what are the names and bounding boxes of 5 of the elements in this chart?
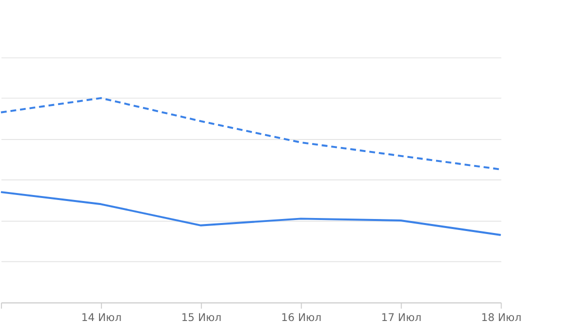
x-tick-label: 14 Июл (81, 312, 122, 324)
x-tick-label: 18 Июл (481, 312, 522, 324)
x-tick-label: 15 Июл (181, 312, 222, 324)
x-tick-label: 17 Июл (381, 312, 422, 324)
x-tick-label: 16 Июл (281, 312, 322, 324)
